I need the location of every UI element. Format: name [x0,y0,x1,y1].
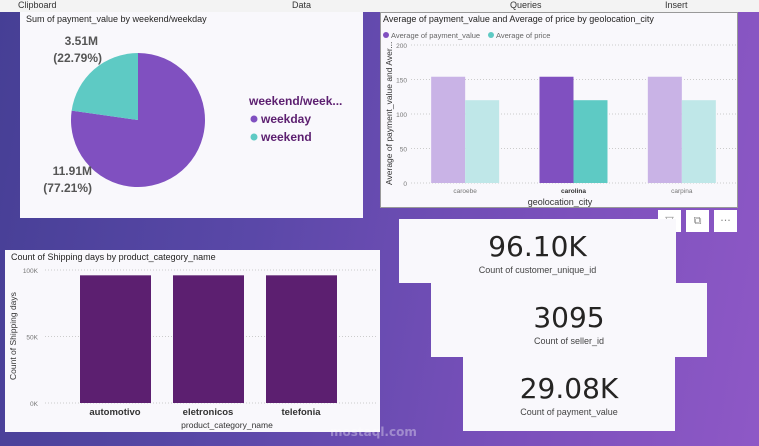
legend-dot-weekend [250,133,258,141]
ribbon: Clipboard Data Queries Insert [0,0,759,12]
watermark: mostaql.com [330,425,417,439]
legend-title: weekend/week... [248,94,342,108]
pie-label-weekday-pct: (77.21%) [43,181,92,195]
bar-payment-carpina[interactable] [647,76,682,183]
kpi-seller-count[interactable]: 3095 Count of seller_id [431,283,707,357]
bar-automotivo[interactable] [80,275,151,403]
y-tick-label: 0K [30,401,39,408]
city-chart-title: Average of payment_value and Average of … [383,14,654,24]
bar-price-caroebe[interactable] [465,100,500,183]
ribbon-queries[interactable]: Queries [510,0,542,10]
bar-telefonia[interactable] [266,275,337,403]
kpi-value: 96.10K [488,230,587,263]
more-options-icon[interactable]: ··· [714,210,737,232]
kpi-value: 29.08K [519,372,619,405]
x-tick-label: telefonia [281,407,321,418]
pie-slice-weekday[interactable] [71,53,205,188]
pie-label-weekend-pct: (22.79%) [53,51,102,65]
pie-title: Sum of payment_value by weekend/weekday [26,14,207,24]
x-tick-label: caroebe [453,188,477,195]
shipping-x-label: product_category_name [181,420,273,430]
pie-label-weekend-value: 3.51M [65,34,98,48]
x-tick-label: carolina [561,188,586,195]
kpi-label: Count of payment_value [520,407,618,417]
y-tick-label: 100K [23,268,39,275]
y-tick-label: 50 [400,147,408,154]
x-tick-label: automotivo [89,407,140,418]
ribbon-insert[interactable]: Insert [665,0,688,10]
x-tick-label: eletronicos [183,407,234,418]
kpi-customer-count[interactable]: 96.10K Count of customer_unique_id [399,219,676,283]
shipping-chart-svg: Count of Shipping days product_category_… [8,268,377,430]
pie-svg: 3.51M (22.79%) 11.91M (77.21%) weekend/w… [43,34,342,195]
bar-payment-carolina[interactable] [539,76,574,183]
shipping-y-label: Count of Shipping days [8,292,18,380]
x-tick-label: carpina [671,188,693,195]
kpi-payment-count[interactable]: 29.08K Count of payment_value [463,357,675,431]
legend-weekend[interactable]: weekend [260,130,312,144]
legend-weekday[interactable]: weekday [260,112,311,126]
bar-price-carolina[interactable] [573,100,608,183]
city-y-label: Average of payment_value and Aver... [384,42,394,185]
focus-mode-icon[interactable]: ⧉ [686,210,709,232]
kpi-label: Count of seller_id [533,336,605,346]
legend-price[interactable]: Average of price [496,31,550,40]
y-tick-label: 200 [396,43,407,50]
bar-eletronicos[interactable] [173,275,244,403]
city-bar-visual[interactable]: Average of payment_value and Average of … [380,12,738,208]
kpi-label: Count of customer_unique_id [478,265,597,275]
legend-payment[interactable]: Average of payment_value [391,31,480,40]
shipping-chart-title: Count of Shipping days by product_catego… [11,252,216,262]
pie-chart-visual[interactable]: Sum of payment_value by weekend/weekday … [20,12,363,218]
city-chart-svg: Average of payment_value Average of pric… [383,31,736,207]
legend-dot-weekday [250,115,258,123]
pie-label-weekday-value: 11.91M [53,164,92,178]
legend-dot-price [488,32,494,38]
city-x-label: geolocation_city [528,197,593,207]
legend-dot-payment [383,32,389,38]
ribbon-clipboard[interactable]: Clipboard [18,0,57,10]
bar-price-carpina[interactable] [681,100,716,183]
y-tick-label: 100 [396,112,407,119]
ribbon-data[interactable]: Data [292,0,312,10]
y-tick-label: 50K [26,335,38,342]
y-tick-label: 0 [403,181,407,188]
kpi-value: 3095 [533,301,605,334]
pie-slice-weekend[interactable] [71,52,138,121]
shipping-bar-visual[interactable]: Count of Shipping days by product_catego… [5,250,380,432]
y-tick-label: 150 [396,78,407,85]
bar-payment-caroebe[interactable] [431,76,466,183]
